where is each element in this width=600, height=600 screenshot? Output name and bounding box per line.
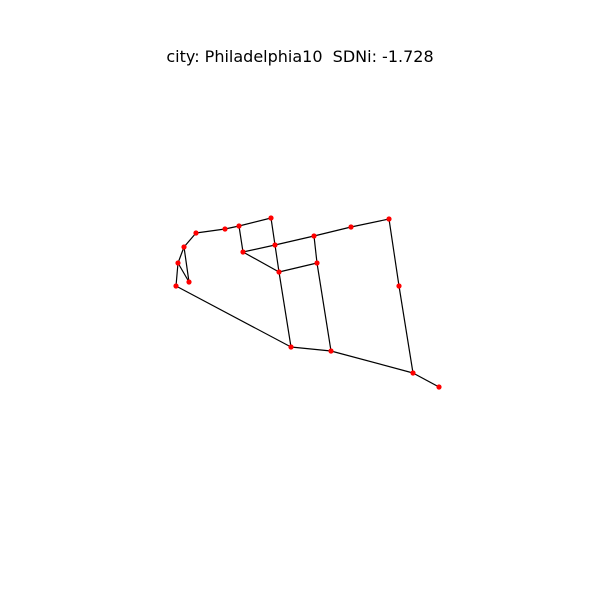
graph-node: [222, 226, 228, 232]
graph-edge: [242, 251, 280, 273]
graph-node: [410, 370, 416, 376]
edge-layer: [175, 217, 440, 388]
graph-edge: [412, 372, 440, 388]
graph-node: [288, 344, 294, 350]
graph-edge: [242, 244, 276, 253]
graph-edge: [290, 346, 332, 352]
graph-node: [240, 249, 246, 255]
figure-title: city: Philadelphia10 SDNi: -1.728: [166, 47, 434, 66]
graph-edge: [177, 246, 185, 264]
graph-edge: [350, 218, 390, 228]
graph-edge: [238, 225, 244, 253]
graph-edge: [316, 262, 332, 352]
graph-node: [436, 384, 442, 390]
graph-edge: [330, 350, 414, 374]
graph-node: [181, 244, 187, 250]
node-layer: [173, 215, 442, 390]
graph-node: [386, 216, 392, 222]
graph-edge: [274, 244, 280, 273]
graph-edge: [278, 262, 318, 273]
graph-edge: [278, 271, 292, 348]
graph-node: [314, 260, 320, 266]
graph-node: [348, 224, 354, 230]
graph-node: [193, 230, 199, 236]
graph-node: [186, 279, 192, 285]
graph-edge: [183, 246, 190, 283]
graph-edge: [274, 235, 315, 246]
graph-edge: [183, 232, 197, 248]
graph-node: [173, 283, 179, 289]
graph-edge: [175, 262, 179, 287]
graph-edge: [177, 262, 190, 283]
graph-edge: [175, 285, 292, 348]
graph-edge: [398, 285, 414, 374]
graph-edge: [270, 217, 276, 246]
graph-node: [236, 223, 242, 229]
graph-edge: [313, 235, 318, 264]
graph-node: [396, 283, 402, 289]
graph-node: [311, 233, 317, 239]
graph-edge: [388, 218, 400, 287]
graph-node: [175, 260, 181, 266]
graph-node: [276, 269, 282, 275]
graph-edge: [195, 228, 226, 234]
graph-node: [268, 215, 274, 221]
graph-node: [328, 348, 334, 354]
graph-node: [272, 242, 278, 248]
graph-edge: [238, 217, 272, 227]
graph-edge: [313, 226, 352, 237]
